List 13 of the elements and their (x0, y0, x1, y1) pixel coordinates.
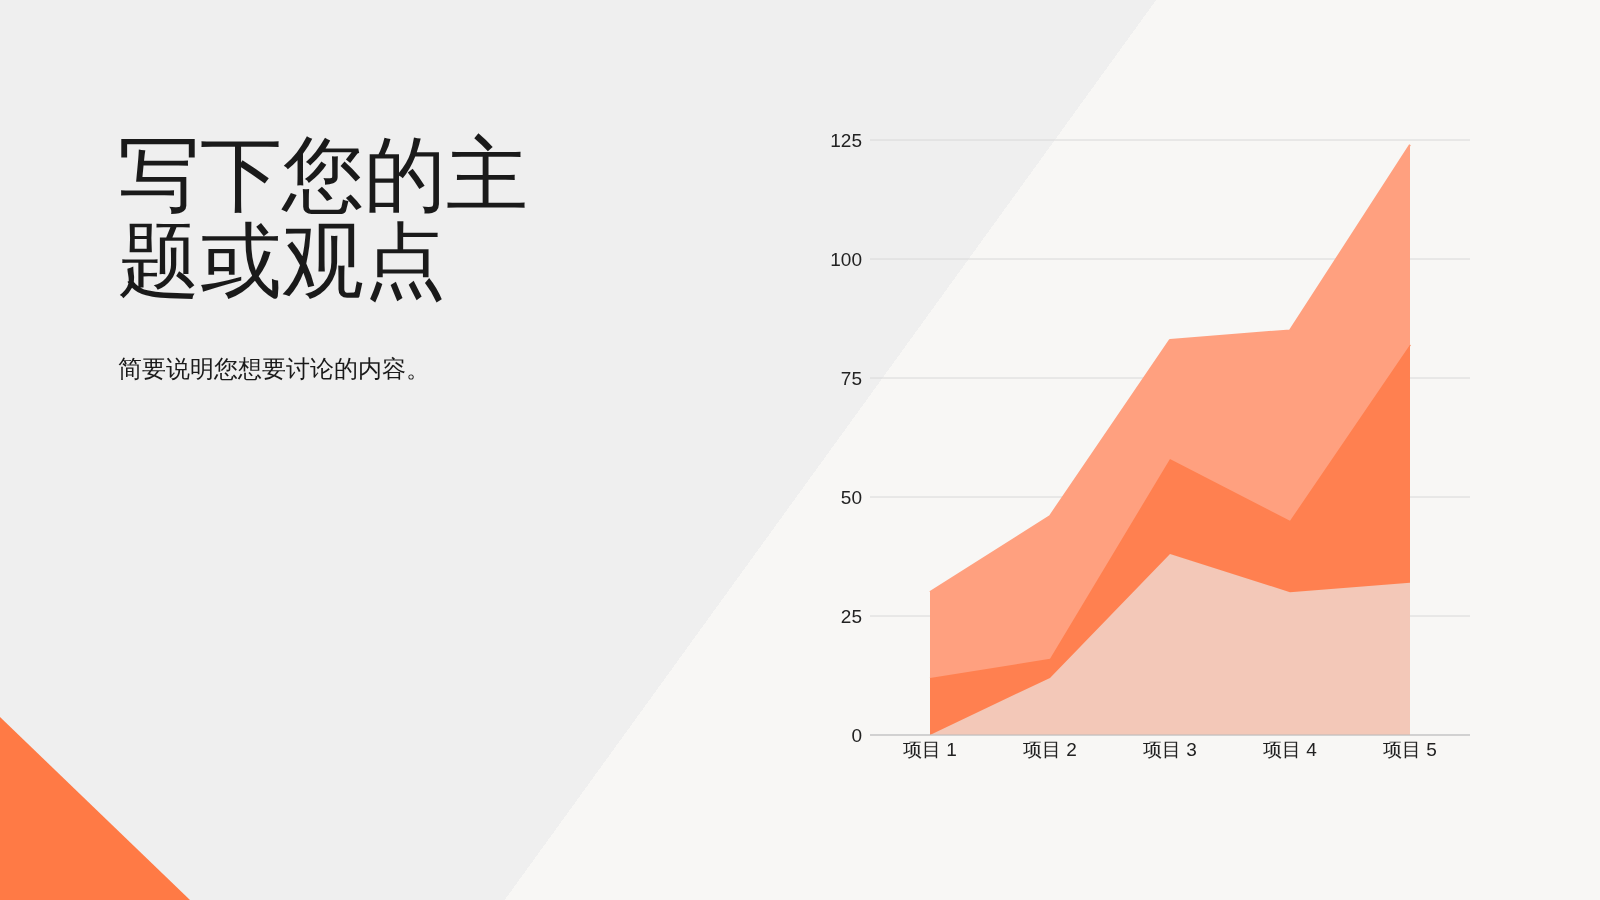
y-tick-label: 25 (840, 605, 862, 627)
x-tick-label: 项目 5 (1383, 739, 1437, 761)
x-tick-label: 项目 4 (1263, 739, 1318, 761)
x-tick-label: 项目 2 (1023, 739, 1077, 761)
x-tick-label: 项目 1 (903, 739, 957, 761)
y-tick-label: 100 (830, 248, 862, 270)
y-tick-label: 75 (840, 367, 862, 389)
y-tick-label: 0 (851, 724, 862, 746)
chart-title: 写下您的主题或观点 (118, 129, 529, 306)
x-tick-label: 项目 3 (1143, 739, 1197, 761)
y-tick-label: 50 (840, 486, 862, 508)
y-tick-label: 125 (830, 129, 862, 151)
text: 简要说明您想要讨论的内容。 (118, 354, 430, 384)
